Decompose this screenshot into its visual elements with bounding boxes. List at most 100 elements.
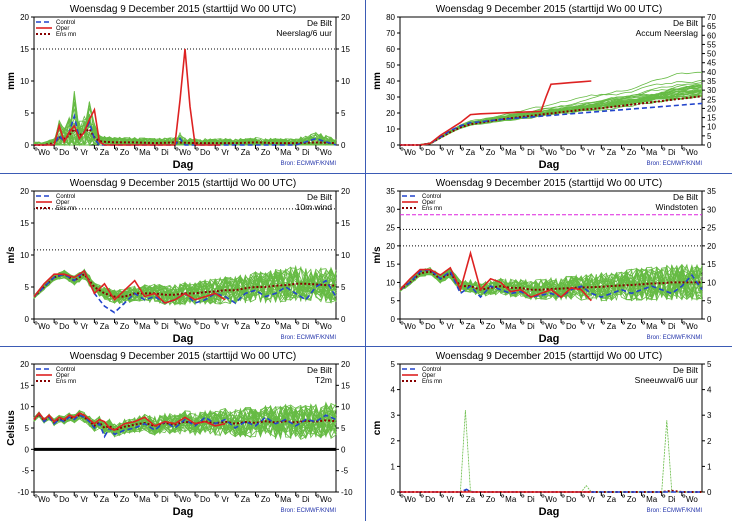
x-minor-tick	[276, 321, 280, 325]
source-label: Bron: ECMWF/KNMI	[281, 161, 337, 167]
y-tick-label: 0	[25, 445, 30, 454]
x-minor-tick	[420, 321, 424, 325]
chart-neerslag: Woensdag 9 December 2015 (starttijd Wo 0…	[6, 4, 350, 171]
x-minor-tick	[195, 321, 199, 325]
x-tick-label: Wo	[545, 148, 557, 157]
x-minor-tick	[420, 147, 424, 151]
y2-tick-label: 20	[707, 242, 716, 251]
y2-tick-label: 25	[707, 224, 716, 233]
y-tick-label: 10	[386, 278, 395, 287]
x-tick-label: Do	[59, 148, 70, 157]
y2-tick-label: 15	[341, 381, 350, 390]
x-minor-tick	[642, 147, 646, 151]
variable-label: Windstoten	[655, 202, 698, 212]
x-tick-label: Za	[466, 495, 476, 504]
y-tick-label: -10	[17, 488, 29, 497]
x-tick-label: Wo	[179, 495, 191, 504]
x-minor-tick	[581, 147, 585, 151]
legend-label-control: Control	[422, 194, 441, 200]
x-tick-label: Wo	[38, 148, 50, 157]
chart-title: Woensdag 9 December 2015 (starttijd Wo 0…	[436, 351, 662, 362]
x-minor-tick	[501, 321, 505, 325]
x-minor-tick	[581, 321, 585, 325]
x-minor-tick	[235, 147, 239, 151]
x-minor-tick	[54, 494, 58, 498]
x-minor-tick	[460, 147, 464, 151]
x-minor-tick	[682, 147, 686, 151]
x-tick-label: Di	[527, 148, 535, 157]
x-tick-label: Zo	[120, 495, 130, 504]
x-minor-tick	[175, 147, 179, 151]
x-tick-label: Vr	[221, 148, 229, 157]
series-oper-line	[33, 411, 226, 431]
x-minor-tick	[440, 321, 444, 325]
x-minor-tick	[74, 321, 78, 325]
y-tick-label: 80	[386, 13, 395, 22]
x-minor-tick	[155, 494, 159, 498]
y2-tick-label: 30	[707, 86, 716, 95]
x-minor-tick	[601, 147, 605, 151]
x-minor-tick	[541, 494, 545, 498]
y2-tick-label: 1	[707, 462, 712, 471]
x-tick-label: Zo	[120, 322, 130, 331]
y-tick-label: 10	[386, 125, 395, 134]
x-minor-tick	[481, 147, 485, 151]
y-tick-label: 15	[386, 260, 395, 269]
x-minor-tick	[54, 321, 58, 325]
chart-title: Woensdag 9 December 2015 (starttijd Wo 0…	[70, 351, 296, 362]
x-tick-label: Zo	[627, 148, 637, 157]
y2-tick-label: 0	[707, 315, 712, 324]
x-tick-label: Wo	[686, 148, 698, 157]
y2-tick-label: 45	[707, 59, 716, 68]
y2-tick-label: 5	[341, 283, 346, 292]
horizontal-divider-1	[0, 173, 732, 174]
x-tick-label: Wo	[38, 322, 50, 331]
x-minor-tick	[581, 494, 585, 498]
x-minor-tick	[115, 147, 119, 151]
x-tick-label: Za	[466, 322, 476, 331]
x-minor-tick	[642, 494, 646, 498]
station-label: De Bilt	[673, 365, 699, 375]
x-tick-label: Ma	[646, 322, 658, 331]
y-axis-label: mm	[6, 72, 17, 90]
x-tick-label: Vr	[587, 322, 595, 331]
legend-label-ensmn: Ens mn	[56, 32, 76, 38]
y2-tick-label: 5	[341, 109, 346, 118]
x-tick-label: Ma	[280, 495, 292, 504]
y2-tick-label: 30	[707, 205, 716, 214]
y-axis-label: mm	[372, 72, 383, 90]
x-minor-tick	[682, 321, 686, 325]
x-minor-tick	[682, 494, 686, 498]
x-minor-tick	[440, 494, 444, 498]
x-tick-label: Vr	[446, 495, 454, 504]
y2-tick-label: 5	[707, 360, 712, 369]
x-tick-label: Do	[566, 322, 577, 331]
y-axis-label: m/s	[6, 246, 17, 264]
legend-label-control: Control	[56, 20, 75, 26]
y-tick-label: 35	[386, 187, 395, 196]
y-tick-label: 20	[20, 360, 29, 369]
x-minor-tick	[135, 321, 139, 325]
y-tick-label: 60	[386, 45, 395, 54]
y2-tick-label: 10	[341, 77, 350, 86]
x-minor-tick	[541, 147, 545, 151]
x-minor-tick	[460, 321, 464, 325]
x-minor-tick	[255, 147, 259, 151]
x-tick-label: Do	[425, 148, 436, 157]
x-minor-tick	[621, 321, 625, 325]
x-minor-tick	[195, 147, 199, 151]
y2-tick-label: 50	[707, 50, 716, 59]
legend-label-oper: Oper	[56, 200, 69, 206]
y2-tick-label: 65	[707, 22, 716, 31]
x-tick-label: Zo	[627, 322, 637, 331]
x-tick-label: Za	[607, 495, 617, 504]
x-tick-label: Ma	[139, 148, 151, 157]
x-tick-label: Wo	[38, 495, 50, 504]
x-minor-tick	[642, 321, 646, 325]
x-tick-label: Za	[607, 322, 617, 331]
legend-label-oper: Oper	[422, 373, 435, 379]
x-minor-tick	[276, 147, 280, 151]
y-tick-label: 10	[20, 77, 29, 86]
y2-tick-label: 5	[707, 132, 712, 141]
